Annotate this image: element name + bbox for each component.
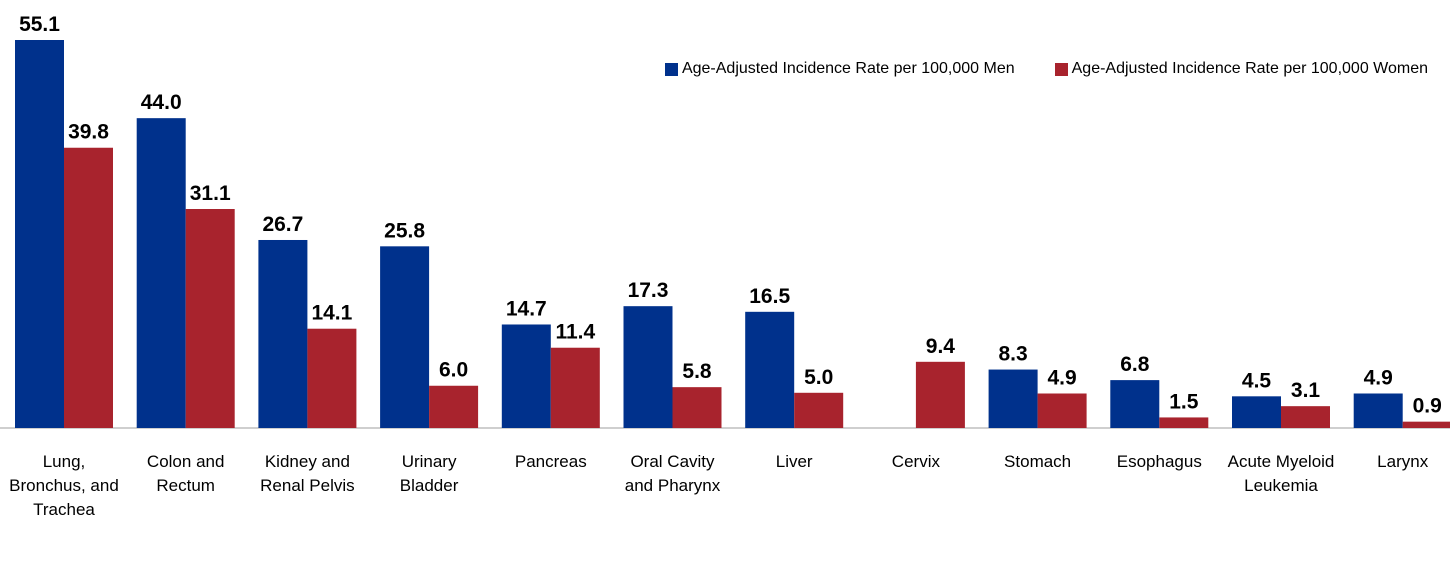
value-label: 4.9 [1364,366,1393,389]
legend-swatch [1054,62,1068,76]
value-label: 5.8 [682,360,712,383]
x-tick-label: Esophagus [1116,452,1202,471]
bar [1232,396,1281,428]
value-label: 17.3 [628,279,669,302]
value-label: 25.8 [384,219,425,242]
value-label: 14.1 [311,302,352,325]
value-label: 6.8 [1120,353,1150,376]
bar [307,328,357,428]
legend: Age-Adjusted Incidence Rate per 100,000 … [664,60,1428,78]
legend-label: Age-Adjusted Incidence Rate per 100,000 … [681,60,1015,77]
x-tick-label: Oral Cavity and Pharynx [624,452,721,495]
legend-label: Age-Adjusted Incidence Rate per 100,000 … [1071,60,1428,77]
bar [1037,393,1087,428]
bar [988,369,1038,428]
bar [1353,393,1403,428]
bar [185,209,235,428]
value-label: 4.5 [1242,369,1272,392]
value-label: 16.5 [749,285,790,308]
value-label: 6.0 [439,359,468,382]
value-label: 44.0 [141,91,182,114]
value-label: 0.9 [1413,395,1442,418]
x-tick-label: Urinary Bladder [399,452,459,495]
legend-item: Age-Adjusted Incidence Rate per 100,000 … [664,60,1015,78]
value-label: 9.4 [926,335,956,358]
value-label: 26.7 [262,213,303,236]
value-label: 14.7 [506,297,547,320]
bar [623,306,673,428]
bar [1110,380,1160,428]
bar [258,239,308,428]
x-tick-label: Colon and Rectum [146,452,225,495]
bar [64,147,113,429]
legend-swatch [664,62,678,76]
bar [745,311,795,428]
bar [915,361,965,428]
bar [1402,421,1450,428]
x-tick-label: Cervix [891,452,940,471]
bar [794,392,844,428]
bar [672,387,722,428]
x-tick-label: Liver [775,452,813,471]
legend-item: Age-Adjusted Incidence Rate per 100,000 … [1054,60,1428,78]
bar [429,385,479,428]
value-label: 8.3 [998,343,1027,366]
bar [501,324,551,428]
value-label: 3.1 [1291,379,1321,402]
value-label: 55.1 [19,13,60,36]
value-label: 4.9 [1047,366,1076,389]
value-label: 11.4 [555,321,595,344]
value-label: 31.1 [190,182,231,205]
x-tick-label: Lung, Bronchus, and Trachea [9,452,119,519]
x-tick-label: Stomach [1004,452,1072,471]
bar [550,347,600,428]
x-tick-label: Acute Myeloid Leukemia [1227,452,1335,495]
bar [15,40,64,428]
value-label: 5.0 [804,366,833,389]
bar [1281,406,1330,428]
x-tick-label: Kidney and Renal Pelvis [260,452,355,495]
x-tick-label: Pancreas [514,452,587,471]
x-tick-label: Larynx [1377,452,1429,471]
bar [380,246,430,428]
bar [1159,417,1209,428]
value-label: 39.8 [68,121,109,144]
value-label: 1.5 [1169,390,1199,413]
bar [136,118,186,429]
